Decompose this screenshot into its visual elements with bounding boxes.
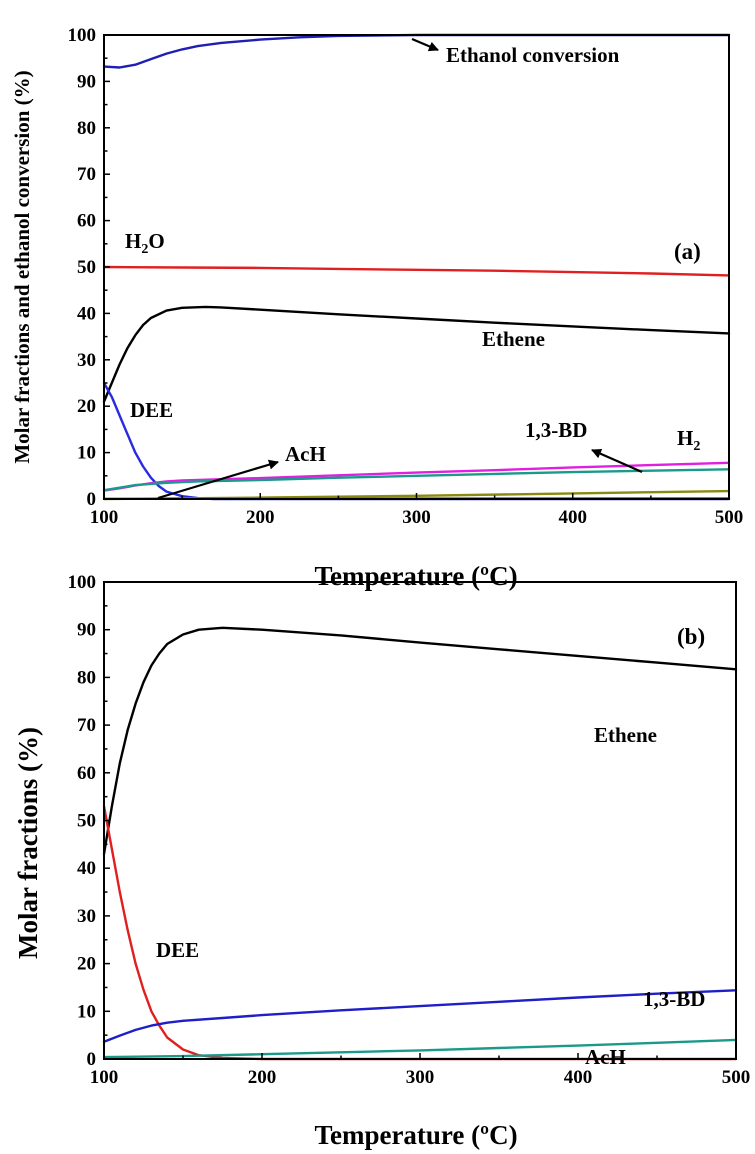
y-tick-label: 100 (68, 25, 97, 46)
plot-frame (103, 581, 737, 1060)
y-tick-label: 80 (77, 118, 96, 139)
x-tick-label: 100 (90, 507, 119, 528)
x-axis-title: Temperature (ºC) (314, 561, 517, 591)
chart-panel-a: 0 10 20 30 40 50 60 70 80 90 100 100 200 300 400 500 Te… (10, 25, 743, 591)
y-tick-label: 10 (77, 1001, 96, 1022)
tick-labels-group: 0 10 20 30 40 50 60 70 80 90 100 100 200 300 400 500 (68, 25, 744, 528)
x-tick-label: 500 (722, 1067, 751, 1088)
y-tick-label: 80 (77, 667, 96, 688)
label-13bd-b: 1,3-BD (643, 987, 705, 1011)
series-group (102, 33, 731, 501)
series-line-h2o (102, 265, 731, 277)
chart-panel-b: 0 10 20 30 40 50 60 70 80 90 100 100 200 300 400 500 Te… (13, 572, 750, 1150)
label-h2: H2 (677, 426, 700, 454)
x-tick-label: 400 (564, 1067, 593, 1088)
y-tick-label: 40 (77, 858, 96, 879)
y-tick-label: 70 (77, 715, 96, 736)
axes-group (103, 581, 737, 1060)
x-tick-label: 300 (406, 1067, 435, 1088)
y-tick-label: 50 (77, 257, 96, 278)
x-tick-label: 500 (715, 507, 744, 528)
x-tick-label: 200 (246, 507, 275, 528)
panel-label: (a) (674, 239, 701, 264)
label-dee-a: DEE (130, 398, 173, 422)
series-line-ethene (102, 305, 731, 403)
label-h2o-h: H (125, 229, 141, 253)
panel-label: (b) (677, 624, 705, 649)
x-tick-label: 100 (90, 1067, 119, 1088)
label-ethene-a: Ethene (482, 327, 545, 351)
series-line-ethene (102, 626, 738, 856)
label-h2-sub: 2 (693, 439, 700, 454)
label-ethene-b: Ethene (594, 723, 657, 747)
series-line-dee (102, 805, 738, 1061)
y-tick-label: 90 (77, 71, 96, 92)
arrow-ethanol (411, 37, 439, 52)
label-h2-h: H (677, 426, 693, 450)
axes-group (103, 34, 730, 500)
label-h2o-sub: 2 (141, 242, 148, 257)
label-h2o-o: O (148, 229, 164, 253)
arrow-h2 (591, 448, 643, 474)
series-line-1-3-bd (102, 989, 738, 1043)
x-tick-label: 400 (559, 507, 588, 528)
y-tick-label: 40 (77, 303, 96, 324)
series-line-ach (102, 1038, 738, 1059)
x-axis-title: Temperature (ºC) (314, 1120, 517, 1150)
y-tick-label: 70 (77, 164, 96, 185)
y-tick-label: 30 (77, 350, 96, 371)
y-tick-label: 60 (77, 763, 96, 784)
y-tick-label: 0 (87, 1049, 97, 1070)
series-group (102, 626, 738, 1061)
label-ach-a: AcH (285, 442, 326, 466)
x-tick-label: 200 (248, 1067, 277, 1088)
label-13bd-a: 1,3-BD (525, 418, 587, 442)
x-tick-label: 300 (402, 507, 431, 528)
y-tick-label: 100 (68, 572, 97, 593)
y-tick-label: 90 (77, 620, 96, 641)
series-line-1-3-bd (102, 468, 731, 492)
y-tick-label: 10 (77, 443, 96, 464)
y-tick-label: 50 (77, 811, 96, 832)
y-tick-label: 20 (77, 954, 96, 975)
label-ach-b: AcH (585, 1045, 626, 1069)
y-tick-label: 60 (77, 211, 96, 232)
y-axis-title: Molar fractions (%) (13, 727, 43, 959)
arrow-ach (157, 459, 279, 500)
label-dee-b: DEE (156, 938, 199, 962)
y-tick-label: 30 (77, 906, 96, 927)
label-ethanol-conversion: Ethanol conversion (446, 43, 620, 67)
tick-labels-group: 0 10 20 30 40 50 60 70 80 90 100 100 200 300 400 500 (68, 572, 751, 1088)
y-tick-label: 0 (87, 489, 97, 510)
label-h2o: H2O (125, 229, 165, 257)
y-tick-label: 20 (77, 396, 96, 417)
y-axis-title: Molar fractions and ethanol conversion (… (10, 70, 34, 463)
